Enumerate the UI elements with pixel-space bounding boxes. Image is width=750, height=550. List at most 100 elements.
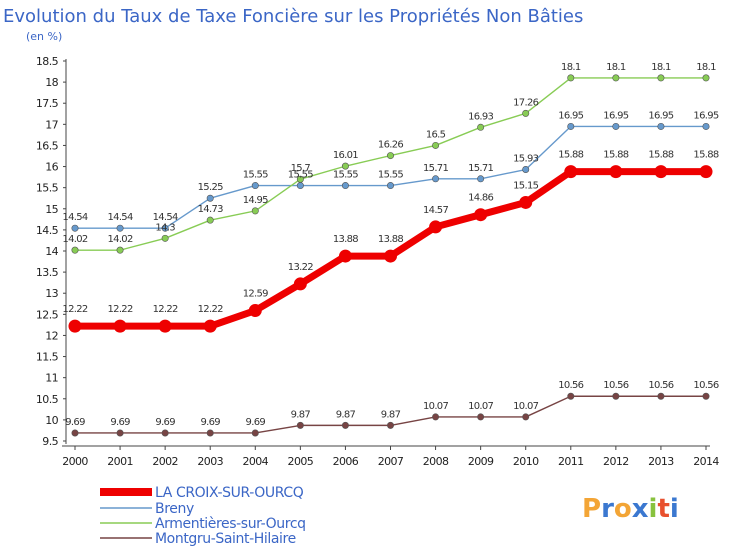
- series-3-point: [161, 429, 169, 437]
- series-3-point: [116, 429, 124, 437]
- series-3-point: [702, 392, 710, 400]
- series-1-data-label: 15.55: [333, 170, 358, 181]
- y-tick-label: 16.5: [36, 139, 59, 152]
- x-tick-label: 2005: [288, 455, 314, 468]
- x-tick-label: 2012: [603, 455, 629, 468]
- x-tick-label: 2003: [197, 455, 223, 468]
- y-tick-label: 14.5: [36, 224, 59, 237]
- legend-label-1: Breny: [155, 501, 194, 517]
- series-0-line: [71, 168, 710, 330]
- series-3-data-label: 9.69: [246, 417, 266, 428]
- series-0-data-label: 15.88: [558, 150, 583, 161]
- series-3-point: [522, 413, 530, 421]
- series-2-data-label: 14.02: [108, 234, 133, 245]
- series-0-point: [203, 319, 217, 333]
- series-0-point: [564, 165, 578, 179]
- series-2-point: [296, 175, 304, 183]
- series-2-point: [702, 74, 710, 82]
- series-3-point: [341, 421, 349, 429]
- legend-label-2: Armentières-sur-Ourcq: [155, 516, 306, 532]
- series-2-point: [206, 216, 214, 224]
- series-1-point: [477, 175, 485, 183]
- proxiti-logo-text: Proxiti: [582, 494, 679, 524]
- series-2-data-label: 16.93: [468, 111, 493, 122]
- chart-subtitle: (en %): [26, 30, 62, 43]
- y-tick-label: 17.5: [36, 97, 59, 110]
- series-0-point: [519, 195, 533, 209]
- series-2-data-label: 18.1: [651, 62, 671, 73]
- series-2-data-label: 16.01: [333, 150, 358, 161]
- series-3-point: [296, 421, 304, 429]
- series-2-group: [71, 74, 710, 254]
- series-3-point: [567, 392, 575, 400]
- series-3-data-label: 10.56: [558, 380, 583, 391]
- series-3-data-label: 9.87: [291, 409, 311, 420]
- series-3-point: [477, 413, 485, 421]
- series-2-point: [567, 74, 575, 82]
- series-0-data-label: 15.88: [648, 150, 673, 161]
- series-1-point: [116, 224, 124, 232]
- series-3-data-label: 9.69: [155, 417, 175, 428]
- x-tick-label: 2007: [378, 455, 404, 468]
- series-3-point: [432, 413, 440, 421]
- x-tick-label: 2008: [423, 455, 449, 468]
- series-2-point: [71, 246, 79, 254]
- series-2-point: [116, 246, 124, 254]
- series-2-point: [657, 74, 665, 82]
- y-tick-label: 18: [45, 76, 58, 89]
- y-tick-label: 17: [45, 118, 58, 131]
- series-0-point: [384, 249, 397, 263]
- series-1-point: [386, 182, 394, 190]
- y-tick-label: 9.5: [42, 435, 58, 448]
- series-0-data-label: 14.57: [423, 205, 448, 216]
- series-3-data-label: 10.07: [513, 401, 538, 412]
- x-tick-label: 2011: [558, 455, 584, 468]
- x-tick-label: 2010: [513, 455, 539, 468]
- series-3-point: [612, 392, 620, 400]
- proxiti-logo-letter: t: [657, 494, 669, 524]
- y-tick-label: 11.5: [36, 351, 59, 364]
- x-tick-label: 2000: [62, 455, 88, 468]
- series-2-data-label: 17.26: [513, 97, 538, 108]
- series-2-data-label: 18.1: [696, 62, 716, 73]
- y-tick-label: 13.5: [36, 266, 59, 279]
- series-0-point: [68, 319, 82, 333]
- series-0-data-label: 12.22: [62, 304, 87, 315]
- series-layer: [68, 74, 713, 437]
- series-2-data-label: 14.02: [62, 234, 87, 245]
- series-0-point: [609, 165, 623, 179]
- series-0-data-label: 12.22: [198, 304, 223, 315]
- labels-layer: 12.22 12.22 12.22 12.22 12.59 13.22 13.88 13.88…: [62, 62, 719, 428]
- series-1-data-label: 14.54: [62, 212, 87, 223]
- series-1-data-label: 16.95: [648, 110, 673, 121]
- series-1-data-label: 16.95: [603, 110, 628, 121]
- series-1-point: [522, 166, 530, 174]
- series-3-point: [386, 421, 394, 429]
- series-1-point: [161, 224, 169, 232]
- series-0-point: [113, 319, 127, 333]
- series-0-data-label: 15.15: [513, 180, 538, 191]
- series-0-data-label: 14.86: [468, 193, 493, 204]
- series-3-data-label: 9.87: [336, 409, 356, 420]
- series-3-point: [251, 429, 259, 437]
- series-3-data-label: 9.69: [110, 417, 130, 428]
- series-1-point: [71, 224, 79, 232]
- axes: 9.51010.51111.51212.51313.51414.51515.51…: [36, 55, 720, 468]
- series-2-data-label: 16.26: [378, 140, 403, 151]
- series-2-data-label: 14.73: [198, 204, 223, 215]
- y-tick-label: 14: [45, 245, 58, 258]
- series-0-point: [474, 208, 488, 222]
- series-1-point: [567, 122, 575, 130]
- legend-label-0: LA CROIX-SUR-OURCQ: [155, 485, 304, 501]
- y-tick-label: 13: [45, 287, 58, 300]
- series-0-point: [654, 165, 668, 179]
- series-3-data-label: 10.07: [468, 401, 493, 412]
- series-1-point: [702, 122, 710, 130]
- series-0-point: [429, 220, 443, 234]
- series-1-data-label: 15.55: [288, 170, 313, 181]
- series-0-data-label: 13.22: [288, 262, 313, 273]
- series-1-data-label: 15.25: [198, 182, 223, 193]
- series-2-point: [251, 207, 259, 215]
